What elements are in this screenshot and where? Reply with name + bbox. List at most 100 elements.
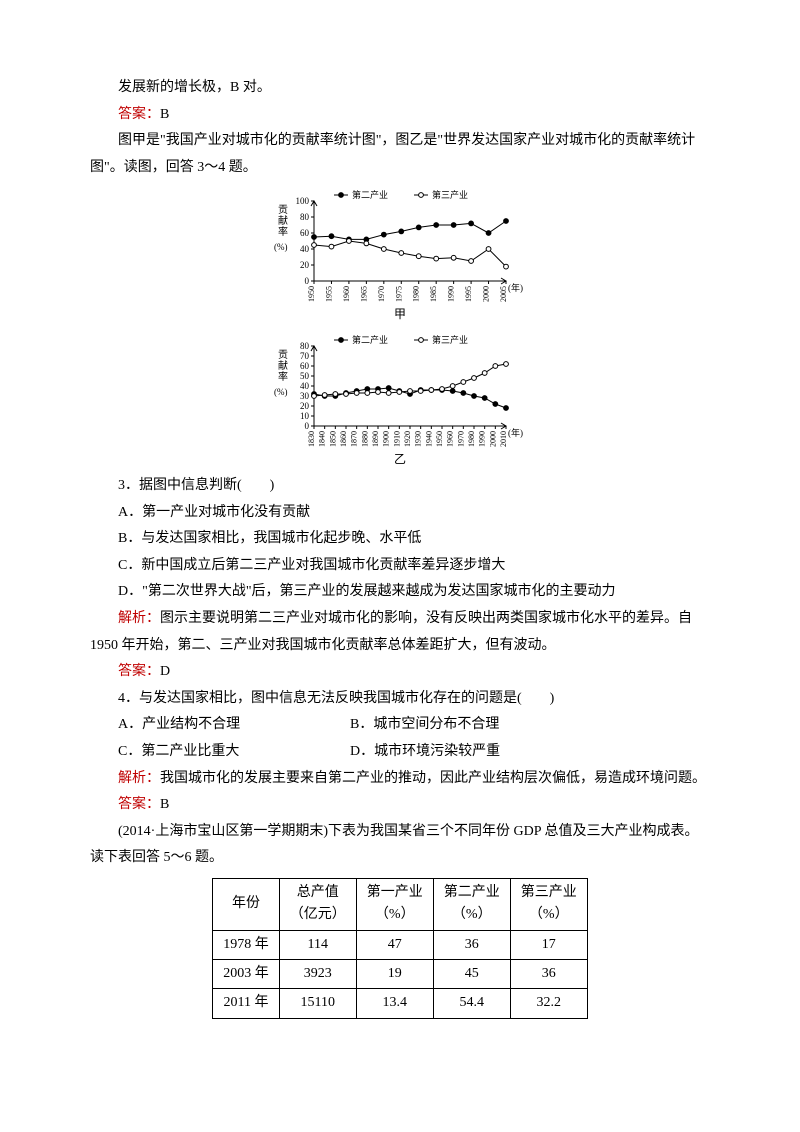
svg-text:1870: 1870: [350, 431, 359, 447]
svg-text:第三产业: 第三产业: [432, 334, 468, 345]
svg-text:1960: 1960: [342, 286, 351, 302]
svg-text:1940: 1940: [424, 431, 433, 447]
table-cell: 2011 年: [213, 989, 280, 1018]
table-header-row: 年份 总产值（亿元） 第一产业（%） 第二产业（%） 第三产业（%）: [213, 878, 588, 930]
svg-text:1955: 1955: [324, 286, 333, 302]
svg-text:2000: 2000: [488, 431, 497, 447]
answer-value-prev: B: [160, 107, 169, 122]
chart-jia-svg: 020406080100贡献率(%)1950195519601965197019…: [270, 185, 530, 305]
svg-text:0: 0: [305, 276, 310, 286]
q3-answer: 答案：D: [90, 659, 710, 686]
svg-text:2000: 2000: [482, 286, 491, 302]
answer-label: 答案：: [118, 107, 160, 122]
svg-text:1980: 1980: [412, 286, 421, 302]
svg-text:10: 10: [300, 411, 310, 421]
svg-text:贡: 贡: [278, 349, 288, 361]
q4-answer-value: B: [160, 797, 169, 812]
analysis-label: 解析：: [118, 771, 160, 786]
q4-analysis-text: 我国城市化的发展主要来自第二产业的推动，因此产业结构层次偏低，易造成环境问题。: [160, 771, 706, 786]
table-row: 2011 年1511013.454.432.2: [213, 989, 588, 1018]
q4-opt-d: D．城市环境污染较严重: [350, 739, 610, 766]
col-secondary: 第二产业（%）: [433, 878, 510, 930]
svg-text:40: 40: [300, 381, 310, 391]
table-cell: 36: [433, 930, 510, 959]
answer-label: 答案：: [118, 664, 160, 679]
q3-answer-value: D: [160, 664, 170, 679]
svg-text:1965: 1965: [359, 286, 368, 302]
chart-jia-label: 甲: [394, 303, 406, 326]
figure-intro: 图甲是"我国产业对城市化的贡献率统计图"，图乙是"世界发达国家产业对城市化的贡献…: [90, 128, 710, 181]
chart-jia: 020406080100贡献率(%)1950195519601965197019…: [90, 185, 710, 326]
svg-text:1975: 1975: [394, 286, 403, 302]
svg-text:第二产业: 第二产业: [352, 334, 388, 345]
svg-text:第二产业: 第二产业: [352, 189, 388, 200]
q3-opt-b: B．与发达国家相比，我国城市化起步晚、水平低: [90, 526, 710, 553]
q4-row1: A．产业结构不合理 B．城市空间分布不合理: [90, 712, 710, 739]
svg-text:1880: 1880: [360, 431, 369, 447]
table-cell: 17: [510, 930, 587, 959]
svg-text:1890: 1890: [371, 431, 380, 447]
svg-text:(年): (年): [508, 427, 523, 438]
svg-text:2010: 2010: [499, 431, 508, 447]
svg-text:1860: 1860: [339, 431, 348, 447]
table-cell: 15110: [279, 989, 356, 1018]
col-tertiary: 第三产业（%）: [510, 878, 587, 930]
q56-intro: (2014·上海市宝山区第一学期期末)下表为我国某省三个不同年份 GDP 总值及…: [90, 819, 710, 872]
table-cell: 54.4: [433, 989, 510, 1018]
q3-analysis-text: 图示主要说明第二三产业对城市化的影响，没有反映出两类国家城市化水平的差异。自 1…: [90, 611, 692, 653]
table-cell: 1978 年: [213, 930, 280, 959]
svg-text:1910: 1910: [392, 431, 401, 447]
table-cell: 3923: [279, 960, 356, 989]
svg-text:献: 献: [278, 214, 288, 227]
analysis-label: 解析：: [118, 611, 160, 626]
svg-text:1990: 1990: [447, 286, 456, 302]
svg-text:70: 70: [300, 351, 310, 361]
q3-opt-a: A．第一产业对城市化没有贡献: [90, 500, 710, 527]
table-cell: 114: [279, 930, 356, 959]
svg-text:1950: 1950: [435, 431, 444, 447]
svg-text:50: 50: [300, 371, 310, 381]
table-cell: 19: [356, 960, 433, 989]
svg-text:100: 100: [296, 196, 310, 206]
q4-row2: C．第二产业比重大 D．城市环境污染较严重: [90, 739, 710, 766]
svg-text:60: 60: [300, 228, 310, 238]
svg-text:30: 30: [300, 391, 310, 401]
chart-yi: 01020304050607080贡献率(%)18301840185018601…: [90, 330, 710, 471]
svg-text:1960: 1960: [446, 431, 455, 447]
q4-opt-c: C．第二产业比重大: [90, 739, 350, 766]
q3-stem: 3．据图中信息判断( ): [90, 473, 710, 500]
svg-text:1920: 1920: [403, 431, 412, 447]
table-cell: 47: [356, 930, 433, 959]
svg-text:(%): (%): [274, 387, 288, 397]
col-total: 总产值（亿元）: [279, 878, 356, 930]
svg-text:80: 80: [300, 341, 310, 351]
table-cell: 32.2: [510, 989, 587, 1018]
svg-text:1930: 1930: [414, 431, 423, 447]
svg-text:2005: 2005: [499, 286, 508, 302]
q3-opt-d: D．"第二次世界大战"后，第三产业的发展越来越成为发达国家城市化的主要动力: [90, 579, 710, 606]
svg-text:1900: 1900: [382, 431, 391, 447]
q4-answer: 答案：B: [90, 792, 710, 819]
svg-text:1990: 1990: [478, 431, 487, 447]
table-cell: 36: [510, 960, 587, 989]
svg-text:20: 20: [300, 401, 310, 411]
q3-analysis: 解析：图示主要说明第二三产业对城市化的影响，没有反映出两类国家城市化水平的差异。…: [90, 606, 710, 659]
q3-opt-c: C．新中国成立后第二三产业对我国城市化贡献率差异逐步增大: [90, 553, 710, 580]
svg-text:1985: 1985: [429, 286, 438, 302]
svg-text:0: 0: [305, 421, 310, 431]
previous-page-tail: 发展新的增长极，B 对。: [90, 75, 710, 102]
svg-text:80: 80: [300, 212, 310, 222]
svg-text:1840: 1840: [318, 431, 327, 447]
svg-text:1850: 1850: [328, 431, 337, 447]
svg-text:1980: 1980: [467, 431, 476, 447]
svg-text:60: 60: [300, 361, 310, 371]
col-year: 年份: [213, 878, 280, 930]
svg-text:率: 率: [278, 370, 288, 383]
table-cell: 2003 年: [213, 960, 280, 989]
svg-text:1970: 1970: [456, 431, 465, 447]
svg-text:1995: 1995: [464, 286, 473, 302]
svg-text:(%): (%): [274, 242, 288, 252]
svg-text:第三产业: 第三产业: [432, 189, 468, 200]
svg-text:率: 率: [278, 225, 288, 238]
svg-text:(年): (年): [508, 282, 523, 293]
